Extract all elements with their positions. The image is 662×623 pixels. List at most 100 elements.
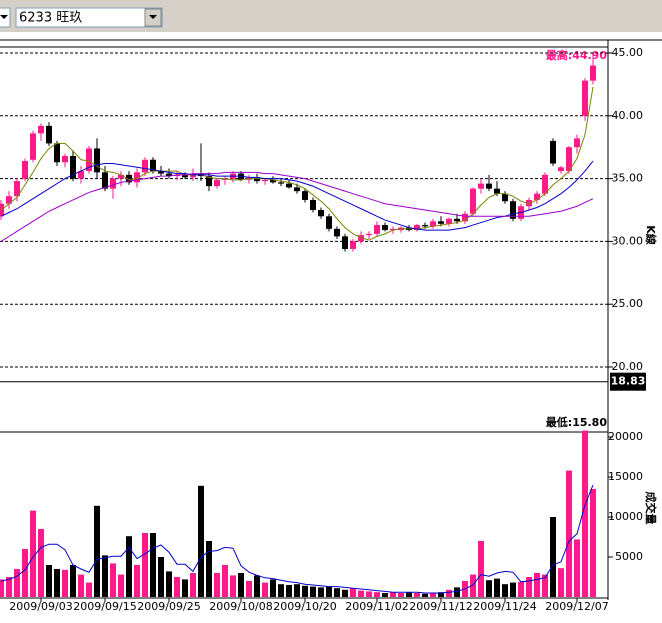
volume-bar [270,579,276,597]
candle-body [62,155,68,163]
volume-bar [158,557,164,597]
volume-bar [470,574,476,597]
candle-body [318,210,324,217]
stock-combobox[interactable] [15,7,163,28]
volume-bar [62,569,68,597]
candle-body [358,235,364,242]
volume-bar [190,573,196,597]
volume-bar [246,581,252,597]
candle-body [166,173,172,177]
volume-bar [46,565,52,597]
y-tick-label: 10000 [608,510,643,523]
ma-line [0,484,594,594]
volume-bar [110,563,116,597]
dropdown-arrow [0,15,8,19]
volume-bar [494,578,500,597]
candle-body [558,167,564,172]
candle-body [478,183,484,189]
candle-body [158,171,164,174]
volume-bar [78,574,84,597]
volume-bar [278,584,284,597]
candle-body [94,148,100,173]
candle-body [422,225,428,227]
y-tick-label: 20000 [608,430,643,443]
candle-body [550,140,556,164]
cursor-box [610,372,646,391]
candle-body [0,203,4,217]
volume-bar [326,586,332,597]
candle-body [294,187,300,192]
candle-body [22,161,28,179]
volume-bar [438,592,444,597]
volume-bar [406,592,412,597]
volume-bar [310,586,316,597]
volume-bar [182,579,188,597]
candle-body [78,171,84,179]
candle-body [566,147,572,172]
candle-body [574,138,580,148]
volume-bar [558,568,564,597]
candle-body [254,177,260,182]
candle-body [214,179,220,187]
volume-bar [14,569,20,597]
y-tick-label: 20.00 [612,360,644,373]
volume-bar [222,565,228,597]
candle-body [70,155,76,179]
volume-bar [126,536,132,597]
candle-body [174,174,180,177]
candle-body [502,193,508,202]
candle-body [454,218,460,222]
candle-body [238,173,244,180]
x-tick-label: 2009/12/07 [545,600,608,613]
volume-bar [398,593,404,597]
candle-body [222,178,228,180]
dropdown-arrow [149,15,157,19]
max-label: 最高:44.90 [546,48,608,62]
volume-bar [142,533,148,597]
candle-body [262,179,268,182]
x-tick-label: 2009/09/03 [9,600,72,613]
candle-body [390,228,396,231]
candle-body [182,174,188,178]
volume-bar [510,582,516,597]
candle-body [534,193,540,200]
candle-body [470,188,476,214]
candle-body [510,201,516,219]
candle-body [374,225,380,234]
volume-bar [566,470,572,597]
volume-bar [526,577,532,597]
volume-bar [254,575,260,597]
x-tick-label: 2009/09/25 [137,600,200,613]
candle-body [190,173,196,178]
candle-body [134,172,140,183]
candle-body [414,225,420,231]
volume-bar [150,533,156,597]
ma-line [0,160,594,231]
volume-bar [550,517,556,597]
candle-body [526,199,532,207]
volume-bar [334,588,340,597]
volume-bar [502,584,508,597]
y-tick-label: 40.00 [612,109,644,122]
volume-bar [486,580,492,597]
volume-bar [118,574,124,597]
volume-bar [374,592,380,597]
volume-bar [534,573,540,597]
volume-bar [430,593,436,597]
volume-bar [574,539,580,597]
candle-body [350,241,356,249]
volume-bar [358,590,364,597]
volume-bar [6,577,12,597]
y-tick-label: 35.00 [612,172,644,185]
volume-bar [134,565,140,597]
candle-body [302,191,308,200]
volume-bar [230,575,236,597]
candle-body [334,228,340,237]
candle-body [126,174,132,183]
volume-bar [94,505,100,597]
candle-body [38,125,44,134]
candle-body [430,221,436,227]
volume-bar [30,510,36,597]
y-tick-label: 25.00 [612,297,644,310]
